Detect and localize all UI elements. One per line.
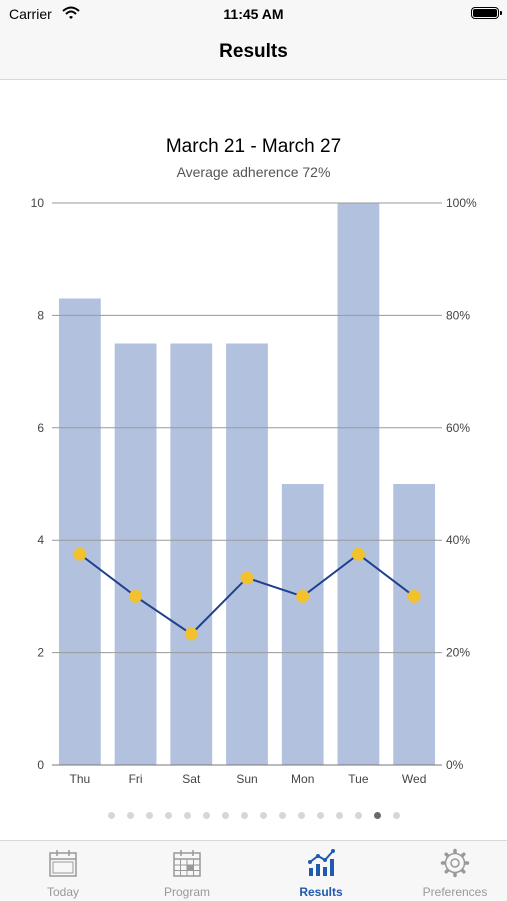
bar-tue: [337, 203, 380, 765]
y-tick-right: 100%: [446, 196, 477, 210]
y-tick-right: 80%: [446, 308, 470, 322]
status-bar: Carrier 11:45 AM: [0, 0, 507, 28]
page-dot[interactable]: [297, 812, 305, 819]
adherence-chart[interactable]: 0 0% 2 20% 4 40% 6 60% 8 80% 10 100% Thu Fri Sat Sun Mon…: [0, 190, 507, 795]
y-tick-left: 2: [37, 646, 44, 660]
wifi-icon: [62, 6, 80, 19]
page-title: Results: [219, 41, 288, 62]
x-tick-label: Thu: [70, 772, 91, 786]
carrier-label: Carrier: [9, 6, 52, 22]
tab-label-program: Program: [163, 885, 210, 899]
page-dot[interactable]: [240, 812, 248, 819]
chart-subtitle: Average adherence 72%: [176, 164, 331, 180]
bar-fri: [114, 343, 157, 765]
x-tick-label: Sun: [236, 772, 257, 786]
bar-sat: [170, 343, 213, 765]
navigation-bar: Results: [0, 28, 507, 80]
bar-sun: [226, 343, 268, 765]
y-tick-right: 40%: [446, 533, 470, 547]
page-dot[interactable]: [335, 812, 343, 819]
page-dot[interactable]: [278, 812, 286, 819]
bar-mon: [281, 484, 324, 765]
y-tick-left: 0: [37, 758, 44, 772]
tab-results[interactable]: Results: [258, 841, 384, 901]
page-dot[interactable]: [202, 812, 210, 819]
page-dot[interactable]: [373, 812, 381, 819]
page-dot[interactable]: [316, 812, 324, 819]
chart-title: March 21 - March 27: [165, 136, 342, 157]
x-tick-label: Fri: [129, 772, 143, 786]
tab-label-results: Results: [299, 885, 343, 899]
page-dot[interactable]: [354, 812, 362, 819]
bar-wed: [393, 484, 436, 765]
tab-label-preferences: Preferences: [422, 885, 488, 899]
y-tick-left: 4: [37, 533, 44, 547]
page-dot[interactable]: [183, 812, 191, 819]
tab-program[interactable]: Program: [124, 841, 250, 901]
y-tick-right: 60%: [446, 421, 470, 435]
x-tick-label: Sat: [182, 772, 201, 786]
x-tick-label: Tue: [348, 772, 369, 786]
point-sat: [184, 627, 198, 641]
tab-bar: Today Program Results: [0, 840, 507, 901]
page-dot[interactable]: [145, 812, 153, 819]
point-sun: [240, 571, 254, 585]
page-indicator[interactable]: [0, 812, 507, 822]
point-thu: [73, 547, 87, 561]
point-fri: [129, 589, 143, 603]
page-dot[interactable]: [259, 812, 267, 819]
tab-preferences[interactable]: Preferences: [392, 841, 507, 901]
y-tick-right: 20%: [446, 646, 470, 660]
y-tick-left: 10: [31, 196, 45, 210]
page-dot[interactable]: [126, 812, 134, 819]
bar-chart-icon: [308, 849, 335, 876]
y-tick-right: 0%: [446, 758, 464, 772]
gear-icon: [440, 848, 470, 878]
point-mon: [296, 589, 310, 603]
tab-today[interactable]: Today: [0, 841, 126, 901]
y-tick-left: 8: [37, 308, 44, 322]
calendar-grid-icon: [173, 850, 201, 877]
point-wed: [407, 589, 421, 603]
page-dot[interactable]: [221, 812, 229, 819]
x-tick-label: Mon: [291, 772, 314, 786]
battery-icon: [471, 7, 502, 19]
point-tue: [351, 547, 365, 561]
page-dot[interactable]: [164, 812, 172, 819]
y-tick-left: 6: [37, 421, 44, 435]
bar-thu: [58, 298, 101, 765]
tab-label-today: Today: [46, 885, 80, 899]
status-time: 11:45 AM: [223, 6, 284, 22]
page-dot[interactable]: [392, 812, 400, 819]
page-dot[interactable]: [107, 812, 115, 819]
calendar-today-icon: [49, 850, 77, 877]
x-tick-label: Wed: [402, 772, 426, 786]
